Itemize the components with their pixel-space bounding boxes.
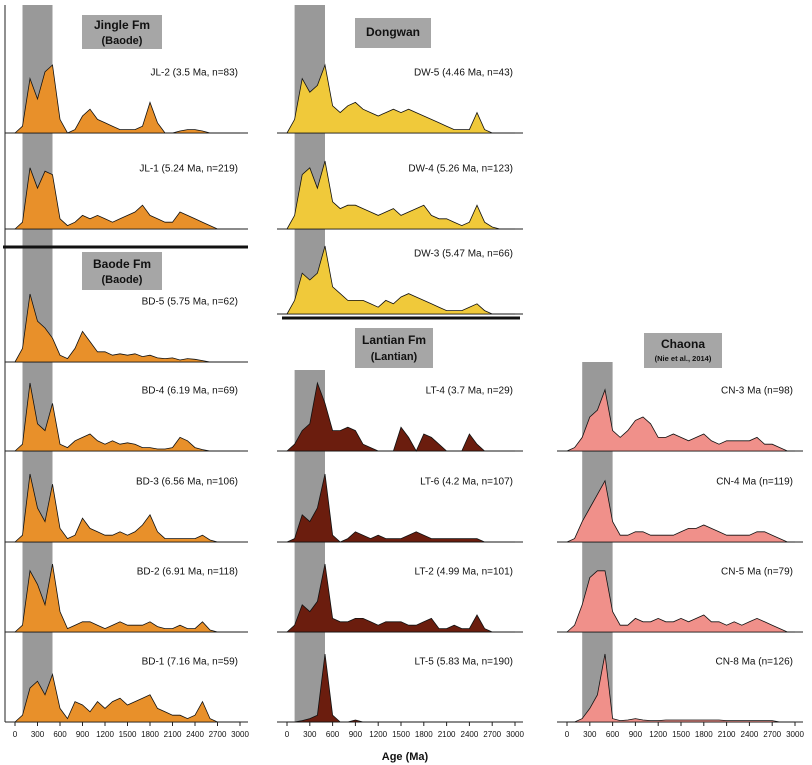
density-area: [287, 653, 515, 723]
sample-label: DW-5 (4.46 Ma, n=43): [414, 68, 513, 79]
group-subtitle: (Baode): [102, 274, 143, 286]
density-area: [566, 479, 795, 543]
x-tick-label: 1500: [672, 730, 690, 739]
sample-label: CN-5 Ma (n=79): [721, 567, 793, 578]
header-box: [355, 18, 431, 48]
density-area: [566, 388, 795, 452]
group-title: Lantian Fm: [362, 333, 426, 347]
density-area: [567, 653, 795, 723]
x-tick-label: 1500: [392, 730, 410, 739]
x-tick-label: 0: [565, 730, 570, 739]
x-tick-label: 600: [53, 730, 67, 739]
x-tick-label: 2700: [763, 730, 781, 739]
density-area: [286, 63, 515, 134]
sample-label: LT-6 (4.2 Ma, n=107): [420, 477, 513, 488]
x-tick-label: 2100: [718, 730, 736, 739]
sample-label: DW-4 (5.26 Ma, n=123): [408, 164, 513, 175]
sample-label: CN-4 Ma (n=119): [716, 477, 793, 488]
x-tick-label: 600: [606, 730, 620, 739]
density-area: [13, 672, 240, 723]
x-tick-label: 1800: [415, 730, 433, 739]
density-area: [285, 381, 515, 452]
foreground-layer: Jingle Fm (Baode) Dongwan Baode Fm (Baod…: [3, 5, 804, 763]
x-tick-label: 0: [285, 730, 290, 739]
density-area: [565, 570, 795, 633]
x-tick-label: 0: [13, 730, 18, 739]
sample-label: JL-1 (5.24 Ma, n=219): [139, 164, 238, 175]
header-box: [355, 328, 433, 368]
x-tick-label: 900: [76, 730, 90, 739]
x-tick-label: 600: [326, 730, 340, 739]
sample-label: LT-4 (3.7 Ma, n=29): [426, 386, 513, 397]
x-tick-label: 2400: [741, 730, 759, 739]
x-tick-label: 1200: [369, 730, 387, 739]
x-tick-label: 1800: [695, 730, 713, 739]
density-area: [13, 382, 240, 452]
x-tick-label: 2100: [438, 730, 456, 739]
x-tick-label: 2400: [461, 730, 479, 739]
group-title: Dongwan: [366, 25, 420, 39]
x-tick-label: 300: [583, 730, 597, 739]
density-area: [13, 64, 240, 134]
sample-label: DW-3 (5.47 Ma, n=66): [414, 249, 513, 260]
sample-label: BD-5 (5.75 Ma, n=62): [142, 297, 238, 308]
x-tick-label: 1200: [96, 730, 114, 739]
sample-label: JL-2 (3.5 Ma, n=83): [150, 68, 238, 79]
sample-label: BD-4 (6.19 Ma, n=69): [142, 386, 238, 397]
header-box: [82, 15, 162, 49]
density-area: [14, 293, 240, 363]
x-tick-label: 3000: [506, 730, 524, 739]
x-tick-label: 3000: [786, 730, 804, 739]
x-tick-label: 2700: [209, 730, 227, 739]
x-tick-label: 300: [303, 730, 317, 739]
x-tick-label: 900: [629, 730, 643, 739]
x-tick-label: 2700: [483, 730, 501, 739]
sample-label: CN-3 Ma (n=98): [721, 386, 793, 397]
group-subtitle: (Lantian): [371, 351, 418, 363]
header-box: [82, 252, 162, 290]
density-area: [13, 473, 240, 543]
x-tick-label: 3000: [231, 730, 249, 739]
group-title: Baode Fm: [93, 257, 151, 271]
group-title: Chaona: [661, 337, 705, 351]
density-area: [13, 563, 240, 633]
sample-label: LT-5 (5.83 Ma, n=190): [415, 657, 513, 668]
sample-label: LT-2 (4.99 Ma, n=101): [415, 567, 513, 578]
sample-label: BD-3 (6.56 Ma, n=106): [136, 477, 238, 488]
density-area: [286, 473, 515, 543]
density-area: [285, 563, 515, 633]
x-tick-label: 1200: [649, 730, 667, 739]
sample-label: BD-2 (6.91 Ma, n=118): [137, 567, 238, 578]
group-subtitle: (Nie et al., 2014): [655, 354, 712, 363]
sample-label: CN-8 Ma (n=126): [715, 657, 793, 668]
x-axis-label: Age (Ma): [382, 751, 429, 763]
x-tick-label: 2400: [186, 730, 204, 739]
x-tick-label: 2100: [164, 730, 182, 739]
density-area: [286, 160, 515, 230]
x-tick-label: 1800: [141, 730, 159, 739]
x-tick-label: 900: [349, 730, 363, 739]
density-area: [286, 245, 515, 315]
x-tick-label: 300: [31, 730, 45, 739]
header-box: [644, 333, 722, 368]
x-tick-label: 1500: [119, 730, 137, 739]
group-title: Jingle Fm: [94, 18, 150, 32]
group-subtitle: (Baode): [102, 35, 143, 47]
sample-label: BD-1 (7.16 Ma, n=59): [142, 657, 238, 668]
density-area: [13, 167, 240, 230]
